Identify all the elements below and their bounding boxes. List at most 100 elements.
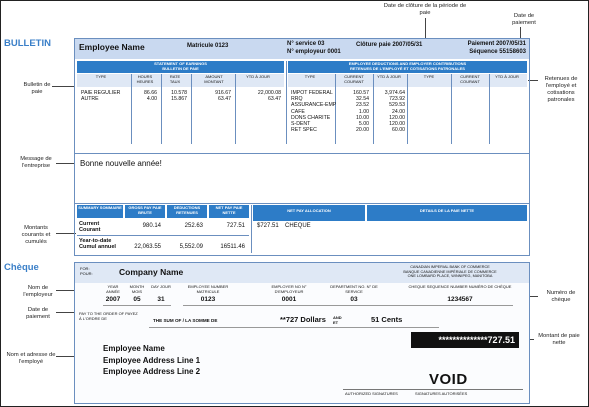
earnings-amount-value: 916.67 [215,90,231,96]
callout-numero-cheque: Numéro de chèque [546,290,576,303]
ded-current: 10.00 [356,114,369,121]
payment-date: Paiement 2007/05/31 [467,41,526,47]
callout-line [520,27,521,39]
callout-line [56,163,74,164]
cheque-sequence: 1234567 [447,296,473,303]
cents: 51 Cents [371,315,403,324]
company-message: Bonne nouvelle année! [80,159,162,168]
sum-label: THE SUM OF / LA SOMME DE [153,318,218,323]
void-stamp: VOID [429,371,468,388]
ded-current: 20.00 [356,127,369,134]
company-name: Company Name [119,267,184,277]
employer-number: 0001 [281,296,297,303]
ded-type: RET SPEC [291,127,317,134]
ded-col-type-2: TYPE [423,74,435,79]
summary-col-net: NET PAY PAIE NETTE [209,205,249,218]
earnings-rate: 10.578 15.867 [163,90,187,102]
cheque-day: 31 [157,296,165,303]
closing-date: Clôture paie 2007/05/31 [356,42,423,48]
ded-col-ytd: YTD À JOUR [377,74,401,79]
col-divider [373,74,374,144]
bank-line: ONE LOMBARD PLACE, WINNIPEG, MANITOBA [407,274,493,279]
summary-col-allocation: NET PAY ALLOCATION [253,205,365,221]
ded-type: S-DENT [291,121,311,128]
col-divider [451,74,452,144]
ded-col-type: TYPE [304,74,316,79]
date-col-day: DAY JOUR [151,284,171,289]
bank-line: CANADIAN IMPERIAL BANK OF COMMERCE [410,265,490,269]
callout-date-paiement: Date de paiement [26,307,50,320]
ded-current: 23.52 [356,102,369,109]
employee-address-name: Employee Name [103,344,165,353]
callout-closing-date: Date de clôture de la période de paie [383,3,467,16]
for-label: FOR: POUR: [80,266,93,276]
cheque-year: 2007 [105,296,121,303]
label-ytd-en: Year-to-date [79,238,112,244]
divider [77,235,249,236]
ded-ytd: 60.00 [392,127,405,134]
cheque-amount: **************727.51 [411,332,519,348]
earnings-title-fr: BULLETIN DE PAIE [162,65,199,71]
summary-col-gross: GROSS PAY PAIE BRUTE [125,205,165,218]
employer-number-label: EMPLOYER NO N° D'EMPLOYEUR [271,284,307,294]
callout-pay-date: Date de paiement [512,13,536,26]
summary-current-label: Current Courant [79,221,100,234]
callout-message: Message de l'entreprise [20,156,52,169]
callout-line [528,80,538,81]
callout-montants: Montants courants et cumulés [21,225,51,245]
col-divider [131,74,132,144]
matricule: Matricule 0123 [187,43,229,49]
summary-current-net: 727.51 [226,223,245,229]
ded-type: ASSURANCE-EMP [291,102,337,109]
earnings-ytd-value: 22,000.08 [257,90,281,96]
divider [75,153,529,154]
callout-line [56,233,76,234]
ded-current: 32.54 [356,96,369,103]
pay-to-label: PAY TO THE ORDER OF PAYEZ À L'ORDRE DE [79,311,138,321]
earnings-col-type: TYPE [95,74,107,79]
earnings-ytd-value: 63.47 [268,96,281,103]
deductions-ytd: 3,974.64 723.92 529.53 24.00 120.00 120.… [373,90,405,133]
earnings-header-row [77,74,284,87]
signatures-autorisees: SIGNATURES AUTORISÉES [415,391,468,396]
callout-montant-paie: Montant de paie nette [538,333,580,346]
earnings-col-rate: RATE TAUX [169,74,181,84]
earnings-row: PAIE REGULIER AUTRE [81,90,120,102]
deductions-current: 160.57 32.54 23.52 1.00 10.00 5.00 20.00 [337,90,369,133]
service-number: N° service 03 [287,41,325,47]
ded-ytd: 3,974.64 [384,90,405,96]
earnings-amount-value: 63.47 [218,96,231,103]
callout-nom-adresse: Nom et adresse de l'employé [6,352,56,365]
deductions-title: EMPLOYEE DEDUCTIONS AND EMPLOYER CONTRIB… [288,61,527,73]
divider [183,305,513,306]
department-label: DEPARTMENT NO. N° DE SERVICE [330,284,378,294]
deductions-types: IMPOT FEDERAL RRQ ASSURANCE-EMP CAFE DON… [291,90,336,133]
allocation-amount: $727.51 [257,223,279,229]
callout-nom-employeur: Nom de l'employeur [23,285,53,298]
earnings-col-amount: AMOUNT MONTANT [204,74,224,84]
earnings-title: STATEMENT OF EARNINGS BULLETIN DE PAIE [77,61,284,73]
employee-address-line-2: Employee Address Line 2 [103,367,201,376]
deductions-title-en: EMPLOYEE DEDUCTIONS AND EMPLOYER CONTRIB… [348,61,467,66]
callout-line [425,18,426,38]
callout-line [52,86,74,87]
callout-bulletin-de-paie: Bulletin de paie [23,82,51,95]
summary-ytd-net: 16511.46 [220,244,245,250]
label-current-en: Current [79,221,100,227]
earnings-amount: 916.67 63.47 [193,90,231,102]
date-col-year: YEAR ANNÉE [106,284,120,294]
ded-current: 1.00 [358,108,369,115]
bank-line: BANQUE CANADIENNE IMPÉRIALE DE COMMERCE [403,269,497,274]
cheque-month: 05 [133,296,141,303]
employee-name: Employee Name [79,42,145,52]
ded-current: 5.00 [358,121,369,128]
earnings-hours-value: 4.00 [146,96,157,103]
sequence-number: Séquence 55158603 [469,49,526,55]
cheque-title: Chèque [4,262,39,273]
earnings-ytd: 22,000.08 63.47 [237,90,281,102]
col-divider [286,61,287,144]
col-divider [251,205,252,253]
summary-ytd-deductions: 5,552.09 [179,244,203,250]
ded-col-current: CURRENT COURANT [344,74,364,84]
ded-ytd: 723.92 [389,96,405,103]
